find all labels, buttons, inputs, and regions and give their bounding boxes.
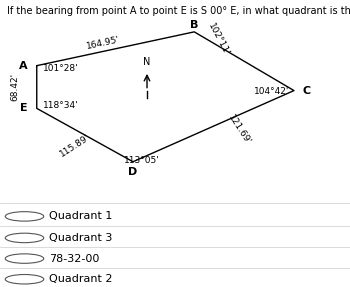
Text: 121.69': 121.69' xyxy=(227,113,253,146)
Text: 164.95': 164.95' xyxy=(86,36,121,51)
Text: D: D xyxy=(128,166,138,177)
Text: 113°05': 113°05' xyxy=(124,156,160,165)
Text: C: C xyxy=(302,86,310,96)
Text: 101°28': 101°28' xyxy=(43,64,79,73)
Text: 115.89': 115.89' xyxy=(58,133,92,159)
Text: B: B xyxy=(190,20,198,30)
Text: 78-32-00: 78-32-00 xyxy=(49,254,99,263)
Text: Quadrant 1: Quadrant 1 xyxy=(49,212,112,221)
Text: Quadrant 3: Quadrant 3 xyxy=(49,233,112,243)
Text: A: A xyxy=(19,61,28,71)
Text: N: N xyxy=(143,57,151,67)
Text: If the bearing from point A to point E is S 00° E, in what quadrant is the beari: If the bearing from point A to point E i… xyxy=(7,7,350,16)
Text: 118°34': 118°34' xyxy=(43,101,79,110)
Text: 104°42': 104°42' xyxy=(253,87,289,96)
Text: 102°11': 102°11' xyxy=(206,22,231,58)
Text: 68.42': 68.42' xyxy=(10,73,19,101)
Text: E: E xyxy=(20,103,27,113)
Text: Quadrant 2: Quadrant 2 xyxy=(49,274,112,284)
